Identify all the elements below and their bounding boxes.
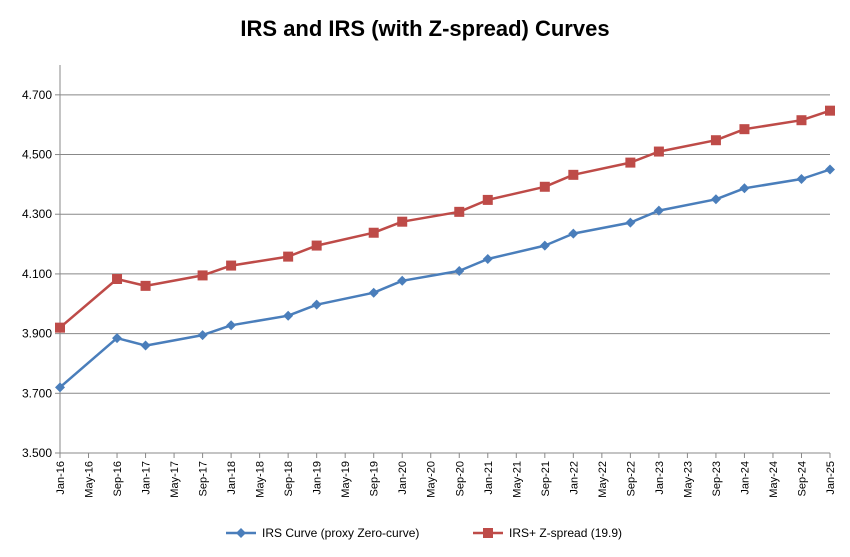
x-tick-label: Sep-24 [796, 461, 808, 496]
data-point [653, 146, 664, 157]
x-tick-label: Jan-24 [739, 461, 751, 495]
x-tick-label: May-20 [426, 461, 438, 498]
x-tick-label: May-17 [169, 461, 181, 498]
x-tick-label: Jan-22 [568, 461, 580, 495]
data-point [796, 174, 807, 185]
y-axis-ticks: 3.500 3.700 3.900 4.100 4.300 4.500 4.700 [22, 88, 52, 460]
x-tick-label: Jan-23 [654, 461, 666, 495]
data-point [397, 275, 408, 286]
y-tick-label: 4.700 [22, 88, 52, 102]
data-point [710, 135, 721, 146]
data-point [625, 217, 636, 228]
data-point [653, 205, 664, 216]
data-point [112, 333, 123, 344]
data-point [397, 216, 408, 227]
x-tick-label: May-19 [340, 461, 352, 498]
legend-label: IRS+ Z-spread (19.9) [509, 526, 622, 540]
data-point [739, 183, 750, 194]
x-tick-label: Sep-18 [283, 461, 295, 496]
x-tick-label: Sep-20 [454, 461, 466, 496]
chart-title: IRS and IRS (with Z-spread) Curves [240, 16, 610, 41]
data-point [539, 240, 550, 251]
x-tick-label: May-23 [682, 461, 694, 498]
x-tick-label: Sep-21 [540, 461, 552, 496]
data-point [568, 228, 579, 239]
x-tick-label: Sep-19 [369, 461, 381, 496]
data-point [796, 115, 807, 126]
x-tick-label: Jan-18 [226, 461, 238, 495]
x-axis-ticks: Jan-16 May-16 Sep-16 Jan-17 May-17 Sep-17 Jan-… [55, 461, 837, 498]
data-point [197, 270, 208, 281]
data-point [482, 194, 493, 205]
y-tick-label: 3.700 [22, 386, 52, 400]
data-point [625, 157, 636, 168]
x-tick-label: Jan-25 [825, 461, 837, 495]
data-point [140, 340, 151, 351]
data-point [226, 260, 237, 271]
x-tick-label: May-22 [597, 461, 609, 498]
data-point [368, 227, 379, 238]
data-point [55, 322, 65, 333]
data-point [311, 299, 322, 310]
series-irs-curve [55, 164, 835, 393]
x-tick-label: Jan-16 [55, 461, 67, 495]
data-point [140, 280, 151, 291]
data-point [454, 206, 465, 217]
x-tick-label: May-24 [768, 461, 780, 498]
x-tick-label: May-16 [84, 461, 96, 498]
data-point [55, 382, 65, 393]
x-tick-label: Jan-20 [397, 461, 409, 495]
data-point [739, 124, 750, 135]
data-point [112, 273, 123, 284]
data-point [283, 310, 294, 321]
data-point [539, 181, 550, 192]
data-point [283, 251, 294, 262]
y-tick-label: 4.300 [22, 207, 52, 221]
data-point [368, 287, 379, 298]
data-point [568, 169, 579, 180]
x-tick-label: Sep-16 [112, 461, 124, 496]
x-tick-label: Sep-17 [198, 461, 210, 496]
legend-marker [236, 528, 246, 538]
y-tick-label: 3.900 [22, 327, 52, 341]
x-tick-label: Sep-23 [711, 461, 723, 496]
data-point [482, 254, 493, 264]
x-tick-label: Sep-22 [625, 461, 637, 496]
data-point [226, 320, 237, 331]
data-point [825, 105, 835, 116]
legend-label: IRS Curve (proxy Zero-curve) [262, 526, 419, 540]
legend-marker [483, 528, 493, 538]
series-irs-z-spread [55, 105, 835, 333]
x-tick-label: Jan-21 [483, 461, 495, 495]
x-tick-label: Jan-19 [312, 461, 324, 495]
data-point [825, 164, 835, 175]
series-layer [55, 105, 835, 393]
y-tick-label: 4.500 [22, 148, 52, 162]
data-point [710, 194, 721, 205]
y-tick-label: 4.100 [22, 267, 52, 281]
legend: IRS Curve (proxy Zero-curve) IRS+ Z-sprea… [226, 526, 622, 540]
data-point [454, 265, 465, 276]
x-tick-label: Jan-17 [141, 461, 153, 495]
data-point [197, 330, 208, 341]
axes [55, 65, 831, 458]
data-point [311, 240, 322, 251]
x-tick-label: May-21 [511, 461, 523, 498]
y-tick-label: 3.500 [22, 446, 52, 460]
x-tick-label: May-18 [255, 461, 267, 498]
